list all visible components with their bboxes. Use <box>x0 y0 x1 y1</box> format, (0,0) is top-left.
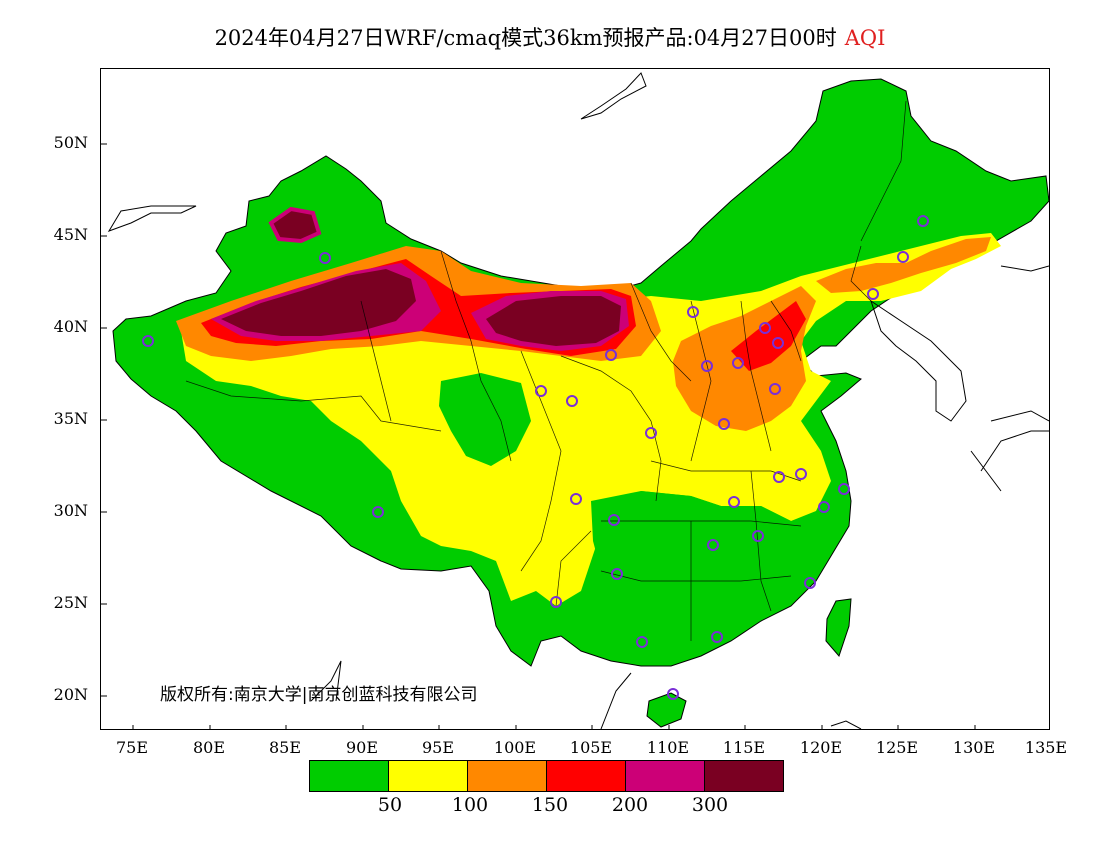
map-title: 2024年04月27日WRF/cmaq模式36km预报产品:04月27日00时 A… <box>0 22 1100 52</box>
hainan-island <box>646 692 687 728</box>
city-marker <box>759 322 771 334</box>
lon-label-110e: 110E <box>646 738 690 757</box>
lat-label-40n: 40N <box>53 317 88 336</box>
city-marker <box>897 251 909 263</box>
colorbar-label-200: 200 <box>611 794 649 816</box>
colorbar-label-300: 300 <box>691 794 729 816</box>
lon-label-115e: 115E <box>722 738 766 757</box>
city-marker <box>687 306 699 318</box>
province-borders <box>185 100 907 641</box>
colorbar-label-100: 100 <box>451 794 489 816</box>
map-frame <box>100 68 1050 730</box>
city-marker <box>701 360 713 372</box>
aqi-hazardous-region-gobi <box>486 296 621 346</box>
city-marker <box>773 471 785 483</box>
city-marker <box>804 577 816 589</box>
copyright-notice: 版权所有:南京大学|南京创蓝科技有限公司 <box>160 685 478 705</box>
city-marker <box>818 501 830 513</box>
city-marker <box>636 636 648 648</box>
city-marker <box>667 688 679 700</box>
lon-label-135e: 135E <box>1024 738 1068 757</box>
city-marker <box>769 383 781 395</box>
colorbar-swatch-hazardous <box>704 760 784 792</box>
aqi-good-patch-qinghai <box>439 373 531 466</box>
lat-label-45n: 45N <box>53 225 88 244</box>
city-marker <box>772 337 784 349</box>
city-marker <box>535 385 547 397</box>
lat-label-50n: 50N <box>53 133 88 152</box>
lat-label-35n: 35N <box>53 409 88 428</box>
sakhalin-outline <box>580 72 647 120</box>
city-marker <box>319 252 331 264</box>
lat-label-30n: 30N <box>53 501 88 520</box>
city-marker <box>611 568 623 580</box>
city-marker <box>711 631 723 643</box>
aqi-colorbar <box>309 760 784 792</box>
aqi-unhealthy-region-beijing <box>731 301 806 371</box>
lon-label-85e: 85E <box>268 738 302 757</box>
aqi-good-patch-northeast <box>851 201 961 251</box>
aqi-map <box>101 72 1049 729</box>
city-marker <box>752 530 764 542</box>
aqi-hazardous-region-junggar <box>268 206 322 244</box>
city-marker <box>142 335 154 347</box>
colorbar-swatch-unhealthy <box>546 760 626 792</box>
city-marker <box>372 506 384 518</box>
city-marker <box>838 483 850 495</box>
city-marker <box>570 493 582 505</box>
city-marker <box>608 514 620 526</box>
city-markers <box>142 215 929 700</box>
city-marker <box>707 539 719 551</box>
city-marker <box>645 427 657 439</box>
lon-label-100e: 100E <box>493 738 537 757</box>
city-marker <box>718 418 730 430</box>
aqi-usg-region-northeast <box>816 237 991 293</box>
aqi-good-patch-south <box>591 491 801 641</box>
lon-label-120e: 120E <box>799 738 843 757</box>
lon-label-75e: 75E <box>115 738 149 757</box>
colorbar-label-150: 150 <box>531 794 569 816</box>
title-variable: AQI <box>844 26 886 50</box>
city-marker <box>732 357 744 369</box>
lon-label-105e: 105E <box>569 738 613 757</box>
lon-label-130e: 130E <box>952 738 996 757</box>
city-marker <box>566 395 578 407</box>
korea-japan-outline <box>870 265 1049 492</box>
lat-label-20n: 20N <box>53 685 88 704</box>
lon-label-90e: 90E <box>345 738 379 757</box>
axis-ticks <box>101 143 976 729</box>
lat-label-25n: 25N <box>53 593 88 612</box>
aqi-hazardous-region-taklamakan <box>221 269 416 336</box>
city-marker <box>728 496 740 508</box>
colorbar-swatch-very-unhealthy <box>625 760 705 792</box>
colorbar-swatch-moderate <box>388 760 468 792</box>
taiwan-island <box>825 598 852 657</box>
lon-label-80e: 80E <box>192 738 226 757</box>
city-marker <box>605 349 617 361</box>
colorbar-swatch-usg <box>467 760 547 792</box>
lon-label-95e: 95E <box>421 738 455 757</box>
lon-label-125e: 125E <box>875 738 919 757</box>
southeast-asia-outline <box>310 660 862 729</box>
colorbar-label-50: 50 <box>377 794 403 816</box>
city-marker <box>550 596 562 608</box>
city-marker <box>867 288 879 300</box>
city-marker <box>795 468 807 480</box>
title-main: 2024年04月27日WRF/cmaq模式36km预报产品:04月27日00时 <box>214 26 837 50</box>
west-outline <box>107 205 197 232</box>
city-marker <box>917 215 929 227</box>
colorbar-swatch-good <box>309 760 389 792</box>
